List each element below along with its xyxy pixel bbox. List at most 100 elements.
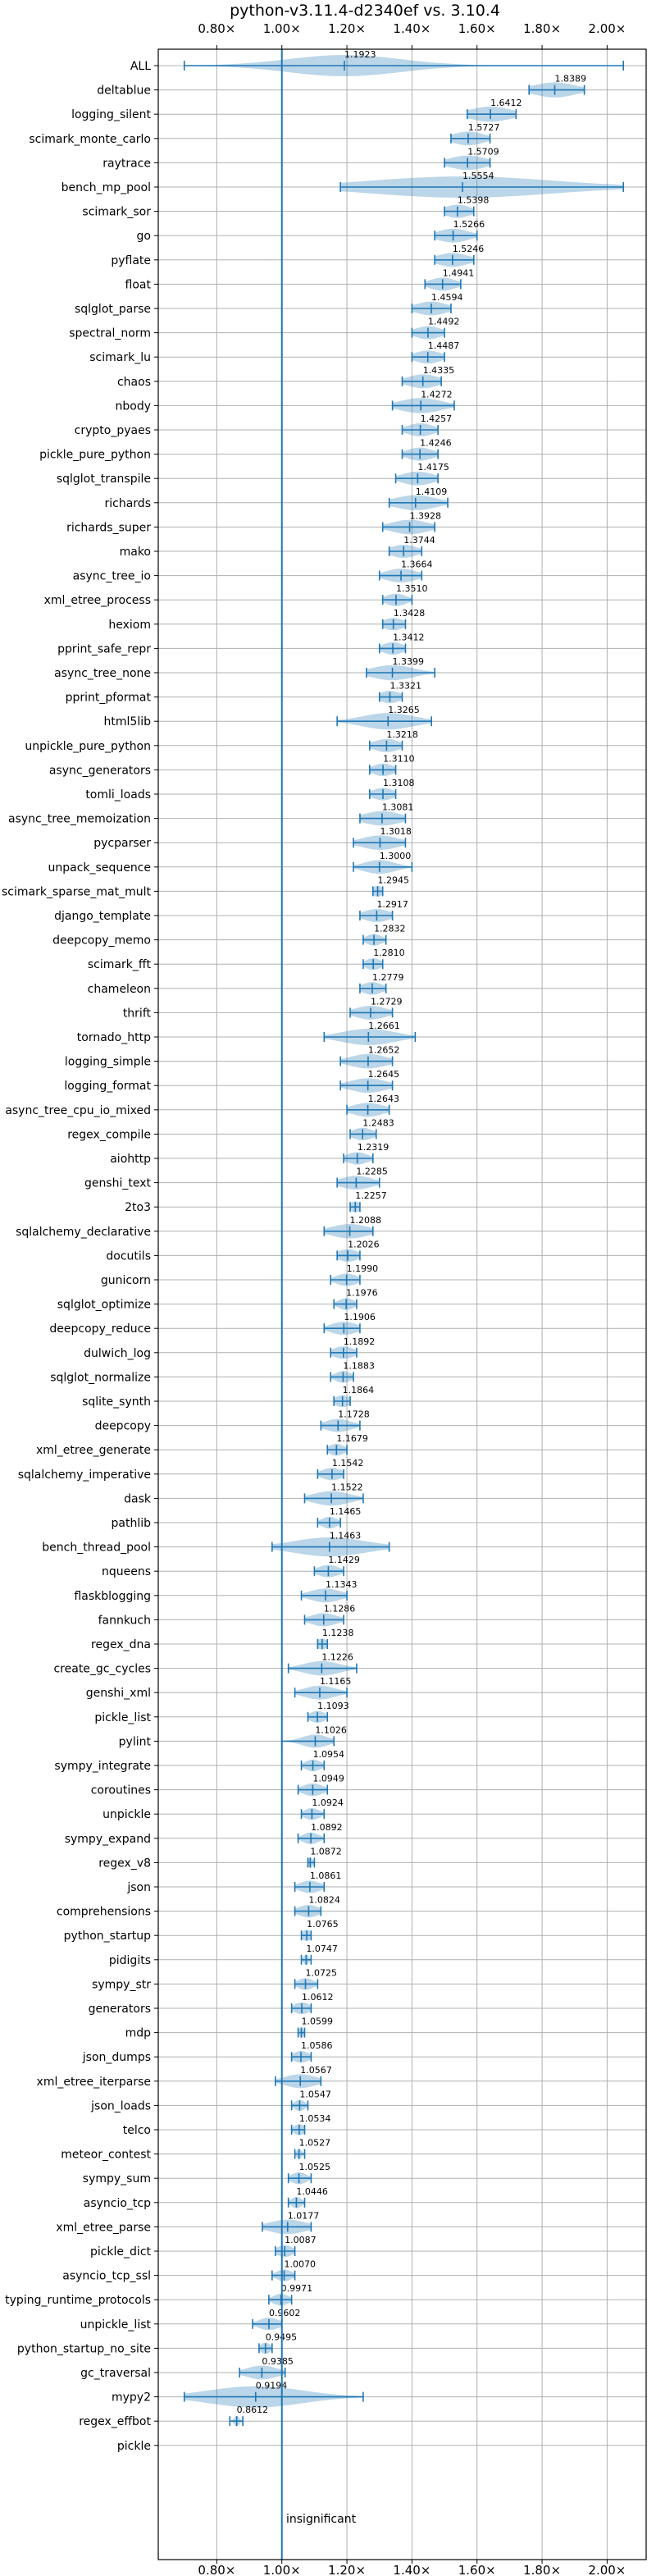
benchmark-label: gc_traversal [80,2367,151,2380]
value-label: 1.3110 [383,753,415,764]
benchmark-label: comprehensions [57,1906,151,1919]
value-label: 1.0446 [296,2186,328,2197]
benchmark-label: pycparser [93,837,151,850]
benchmark-label: sympy_expand [65,1833,151,1846]
benchmark-label: typing_runtime_protocols [5,2294,151,2307]
value-label: 1.0861 [310,1870,342,1881]
benchmark-label: coroutines [91,1784,151,1797]
benchmark-label: richards [105,497,152,510]
value-label: 1.0725 [305,1967,337,1978]
value-label: 1.8389 [554,74,586,84]
benchmark-label: sympy_integrate [54,1760,151,1773]
benchmark-label: python_startup [64,1930,151,1943]
benchmark-label: deltablue [97,84,151,98]
benchmark-label: regex_compile [67,1128,151,1141]
value-label: 1.2945 [378,875,410,885]
insignificant-annotation: insignificant [286,2513,357,2526]
benchmark-label: logging_simple [65,1056,151,1069]
value-label: 0.9971 [281,2283,313,2294]
benchmark-label: telco [123,2124,151,2137]
benchmark-label: asyncio_tcp [84,2197,151,2210]
value-label: 1.3510 [396,583,428,594]
value-label: 1.5727 [468,122,500,133]
value-label: 0.9602 [269,2308,301,2318]
benchmark-label: docutils [106,1249,151,1263]
value-label: 1.0070 [285,2259,317,2270]
value-label: 1.4109 [416,486,447,497]
value-label: 1.1542 [332,1458,364,1468]
benchmark-label: python_startup_no_site [17,2342,151,2355]
value-label: 1.0765 [307,1919,339,1930]
benchmark-label: scimark_sor [82,206,151,219]
value-label: 1.1990 [347,1263,379,1274]
benchmark-label: xml_etree_process [44,594,151,607]
value-label: 1.1093 [317,1701,349,1711]
value-label: 1.2257 [355,1190,387,1201]
benchmark-label: pickle_dict [90,2245,152,2259]
benchmark-label: flaskblogging [74,1590,151,1603]
value-label: 1.4594 [431,292,463,303]
value-label: 1.0949 [312,1774,344,1784]
benchmark-label: pylint [119,1735,152,1748]
value-label: 1.0924 [312,1797,344,1808]
benchmark-label: scimark_fft [88,958,152,971]
x-tick-label-bottom: 1.00× [263,2563,301,2576]
x-tick-label-bottom: 1.20× [328,2563,366,2576]
value-label: 1.1906 [344,1312,376,1322]
value-label: 1.4335 [423,365,455,376]
benchmark-label: django_template [54,910,151,923]
value-label: 1.2810 [373,948,405,958]
benchmark-label: float [125,278,152,291]
chart-title: python-v3.11.4-d2340ef vs. 3.10.4 [230,2,500,20]
x-tick-label-top: 1.20× [328,21,366,36]
benchmark-label: logging_format [64,1080,151,1093]
value-label: 1.0892 [311,1822,343,1833]
value-label: 1.3000 [380,851,412,861]
benchmark-label: json_dumps [82,2051,151,2064]
benchmark-label: async_tree_io [73,570,151,583]
value-label: 1.3108 [383,778,415,788]
benchmark-label: pickle_pure_python [39,449,151,462]
benchmark-label: scimark_sparse_mat_mult [2,885,151,898]
value-label: 1.0586 [301,2040,333,2051]
benchmark-label: async_tree_memoization [8,813,151,826]
value-label: 1.3928 [410,510,442,521]
benchmark-label: tornado_http [77,1031,151,1044]
value-label: 1.1728 [338,1409,370,1420]
value-label: 1.3428 [394,608,426,619]
benchmark-label: async_tree_cpu_io_mixed [5,1104,151,1117]
value-label: 1.0872 [310,1846,342,1857]
benchmark-label: chameleon [88,983,151,996]
value-label: 1.2285 [356,1167,388,1177]
value-label: 1.3664 [401,560,433,570]
value-label: 1.1165 [320,1676,352,1687]
value-label: 0.9385 [262,2356,294,2367]
benchmark-label: sqlalchemy_imperative [18,1468,151,1482]
benchmark-label: sqlglot_parse [75,303,151,316]
benchmark-label: sqlglot_transpile [57,473,151,486]
value-label: 1.0567 [300,2065,332,2076]
value-label: 1.2645 [368,1069,400,1080]
benchmark-label: dask [124,1492,152,1505]
benchmark-label: html5lib [104,715,152,728]
value-label: 1.3081 [382,802,414,813]
benchmark-label: unpickle_pure_python [25,740,151,753]
benchmark-label: sqlglot_optimize [57,1299,151,1312]
benchmark-label: genshi_text [84,1177,152,1190]
benchmark-label: xml_etree_generate [36,1444,151,1457]
benchmark-label: sqlglot_normalize [50,1371,151,1384]
x-tick-label-top: 0.80× [198,21,235,36]
value-label: 1.2729 [371,996,403,1007]
value-label: 0.9194 [256,2381,288,2391]
benchmark-label: regex_v8 [98,1857,151,1870]
benchmark-label: dulwich_log [84,1347,151,1360]
benchmark-label: sympy_sum [83,2172,151,2185]
value-label: 1.5709 [467,146,499,157]
value-label: 1.5554 [462,171,494,181]
value-label: 1.4272 [421,389,453,400]
benchmark-label: mdp [125,2027,152,2040]
value-label: 1.1923 [344,49,376,60]
value-label: 1.0599 [301,2016,333,2027]
benchmark-label: logging_silent [71,108,151,121]
